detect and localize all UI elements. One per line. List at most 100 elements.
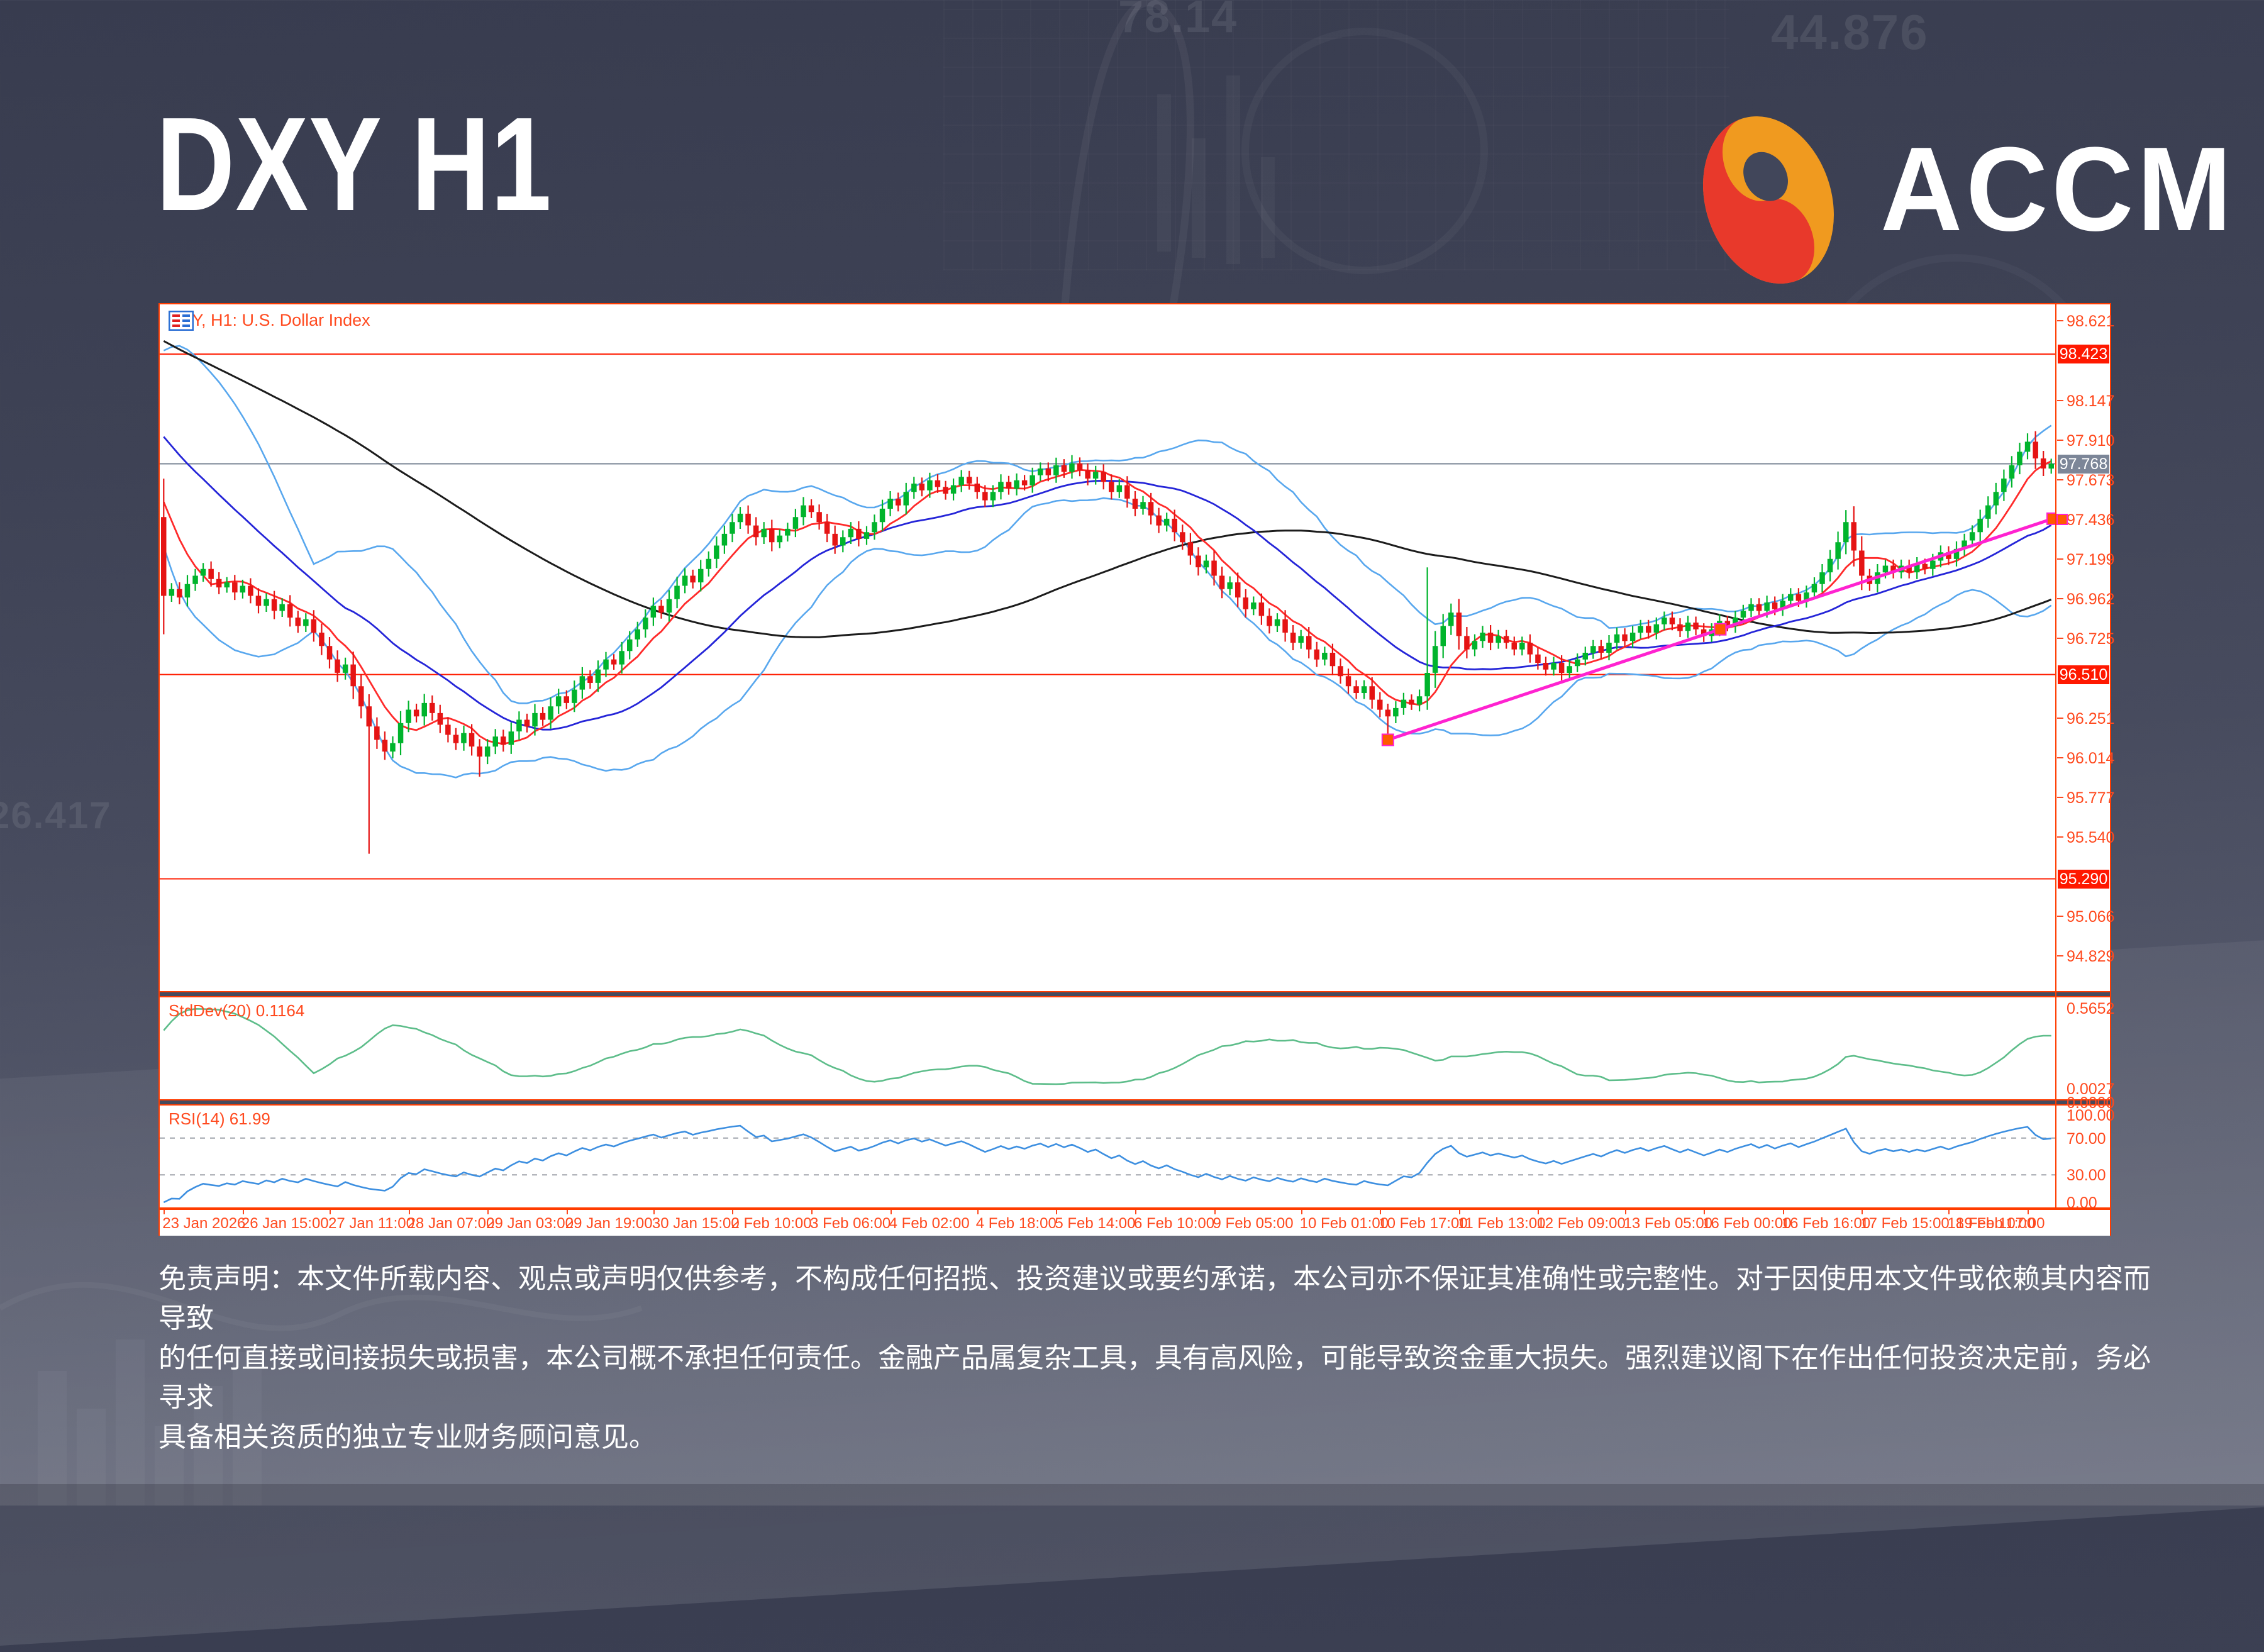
- time-tick-mark: [811, 1210, 813, 1214]
- price-tick-mark: [2057, 796, 2063, 798]
- trendline-handle[interactable]: [1714, 623, 1727, 636]
- bottom-strip: [0, 1484, 2264, 1505]
- price-level-tag: 96.510: [2058, 665, 2109, 684]
- price-tick-mark: [2057, 558, 2063, 560]
- time-axis-label: 26 Jan 15:00: [241, 1215, 329, 1232]
- mid-ma-line: [163, 436, 2052, 731]
- price-axis-label: 95.066: [2067, 908, 2115, 926]
- time-tick-mark: [1782, 1210, 1784, 1214]
- rsi-canvas[interactable]: [160, 1106, 2055, 1207]
- price-level-tag: 95.290: [2058, 869, 2109, 889]
- time-axis-label: 29 Jan 19:00: [565, 1215, 653, 1232]
- panel-separator[interactable]: [160, 992, 2110, 996]
- time-tick-mark: [1380, 1210, 1382, 1214]
- stddev-label: StdDev(20) 0.1164: [169, 1001, 305, 1020]
- stddev-canvas[interactable]: [160, 997, 2055, 1099]
- time-axis-label: 12 Feb 09:00: [1536, 1215, 1626, 1232]
- accm-swirl-icon: [1703, 116, 1834, 284]
- price-tick-mark: [2057, 598, 2063, 600]
- time-tick-mark: [408, 1210, 410, 1214]
- time-tick-mark: [890, 1210, 892, 1214]
- time-axis-label: 28 Jan 07:00: [407, 1215, 495, 1232]
- time-axis[interactable]: 23 Jan 2026 26 Jan 15:00 27 Jan 11:00 28 Ja…: [160, 1209, 2110, 1236]
- rsi-panel[interactable]: RSI(14) 61.99: [160, 1104, 2110, 1209]
- price-axis-label: 98.621: [2067, 313, 2115, 331]
- price-axis-label: 97.199: [2067, 551, 2115, 569]
- disclaimer: 免责声明：本文件所载内容、观点或声明仅供参考，不构成任何招揽、投资建议或要约承诺…: [158, 1259, 2158, 1457]
- price-axis-label: 96.014: [2067, 749, 2115, 767]
- time-axis-label: 27 Jan 11:00: [328, 1215, 415, 1232]
- time-tick-mark: [977, 1210, 979, 1214]
- price-tick-mark: [2057, 638, 2063, 640]
- price-tick-mark: [2057, 399, 2063, 401]
- brand-name: ACCM: [1880, 123, 2236, 256]
- rsi-label: RSI(14) 61.99: [169, 1109, 270, 1128]
- price-axis-label: 95.777: [2067, 789, 2115, 807]
- price-tick-mark: [2057, 757, 2063, 758]
- time-axis-label: 4 Feb 18:00: [975, 1215, 1057, 1232]
- panel-separator[interactable]: [160, 1100, 2110, 1104]
- watermark-number: 78.14: [1118, 0, 1238, 42]
- stddev-scale-zero: 0.0000: [2067, 1094, 2115, 1112]
- symbol-header: DXY, H1: U.S. Dollar Index: [169, 311, 370, 331]
- time-tick-mark: [566, 1210, 568, 1214]
- time-tick-mark: [1301, 1210, 1302, 1214]
- time-axis-label: 19 Feb 07:00: [1956, 1215, 2045, 1232]
- current-price-tag: 97.768: [2058, 454, 2109, 474]
- time-tick-mark: [2028, 1210, 2029, 1214]
- price-axis-label: 96.251: [2067, 709, 2115, 728]
- time-tick-mark: [1214, 1210, 1216, 1214]
- rsi-scale-0: 0.00: [2067, 1194, 2097, 1212]
- rsi-scale-70: 70.00: [2067, 1130, 2106, 1148]
- price-tick-mark: [2057, 439, 2063, 441]
- trendline-handle[interactable]: [1381, 733, 1394, 746]
- price-tick-mark: [2057, 479, 2063, 480]
- price-tick-mark: [2057, 320, 2063, 322]
- time-axis-label: 29 Jan 03:00: [486, 1215, 574, 1232]
- time-tick-mark: [1135, 1210, 1136, 1214]
- time-axis-label: 17 Feb 15:00: [1860, 1215, 1950, 1232]
- time-tick-mark: [164, 1210, 165, 1214]
- price-axis-label: 97.436: [2067, 511, 2115, 529]
- stddev-scale-mid: 0.0027: [2067, 1080, 2115, 1098]
- time-tick-mark: [1538, 1210, 1540, 1214]
- time-axis-label: 11 Feb 13:00: [1457, 1215, 1546, 1232]
- trendline-axis-handle[interactable]: [2056, 513, 2068, 525]
- watermark-number: 44.876: [1771, 4, 1929, 60]
- price-level-tag: 98.423: [2058, 345, 2109, 364]
- stddev-panel[interactable]: StdDev(20) 0.1164: [160, 996, 2110, 1100]
- disclaimer-line: 免责声明：本文件所载内容、观点或声明仅供参考，不构成任何招揽、投资建议或要约承诺…: [158, 1263, 2151, 1334]
- price-axis-label: 95.540: [2067, 828, 2115, 846]
- price-axis-label: 96.725: [2067, 630, 2115, 648]
- price-axis-label: 96.962: [2067, 590, 2115, 609]
- time-tick-mark: [1704, 1210, 1706, 1214]
- time-tick-mark: [242, 1210, 244, 1214]
- price-axis-label: 97.910: [2067, 431, 2115, 450]
- rsi-scale-100: 100.00: [2067, 1107, 2115, 1124]
- time-axis-label: 3 Feb 06:00: [810, 1215, 891, 1232]
- time-axis-label: 10 Feb 01:00: [1299, 1215, 1389, 1232]
- disclaimer-line: 的任何直接或间接损失或损害，本公司概不承担任何责任。金融产品属复杂工具，具有高风…: [158, 1343, 2151, 1413]
- price-axis-border: [2055, 304, 2056, 1209]
- price-axis-label: 94.829: [2067, 948, 2115, 966]
- time-axis-label: 13 Feb 05:00: [1623, 1215, 1713, 1232]
- time-axis-label: 10 Feb 17:00: [1379, 1215, 1468, 1232]
- trendline-handle[interactable]: [2046, 512, 2055, 525]
- page-title: DXY H1: [156, 89, 552, 238]
- time-tick-mark: [1948, 1210, 1950, 1214]
- chart-window[interactable]: DXY, H1: U.S. Dollar Index StdDev(20) 0.…: [158, 303, 2115, 1236]
- price-tick-mark: [2057, 955, 2063, 957]
- bollinger-lower-band: [163, 497, 2052, 779]
- time-tick-mark: [330, 1210, 331, 1214]
- time-axis-label: 5 Feb 14:00: [1055, 1215, 1136, 1232]
- time-axis-label: 6 Feb 10:00: [1133, 1215, 1215, 1232]
- bollinger-upper-band: [163, 345, 2052, 704]
- price-tick-mark: [2057, 916, 2063, 917]
- symbol-header-label: DXY, H1: U.S. Dollar Index: [169, 311, 370, 330]
- time-tick-mark: [1862, 1210, 1863, 1214]
- time-tick-mark: [732, 1210, 734, 1214]
- bear-candle-wicks: [163, 431, 2045, 854]
- price-chart-canvas[interactable]: [160, 304, 2055, 991]
- rsi-line: [163, 1124, 2051, 1204]
- main-price-panel[interactable]: DXY, H1: U.S. Dollar Index: [160, 304, 2110, 992]
